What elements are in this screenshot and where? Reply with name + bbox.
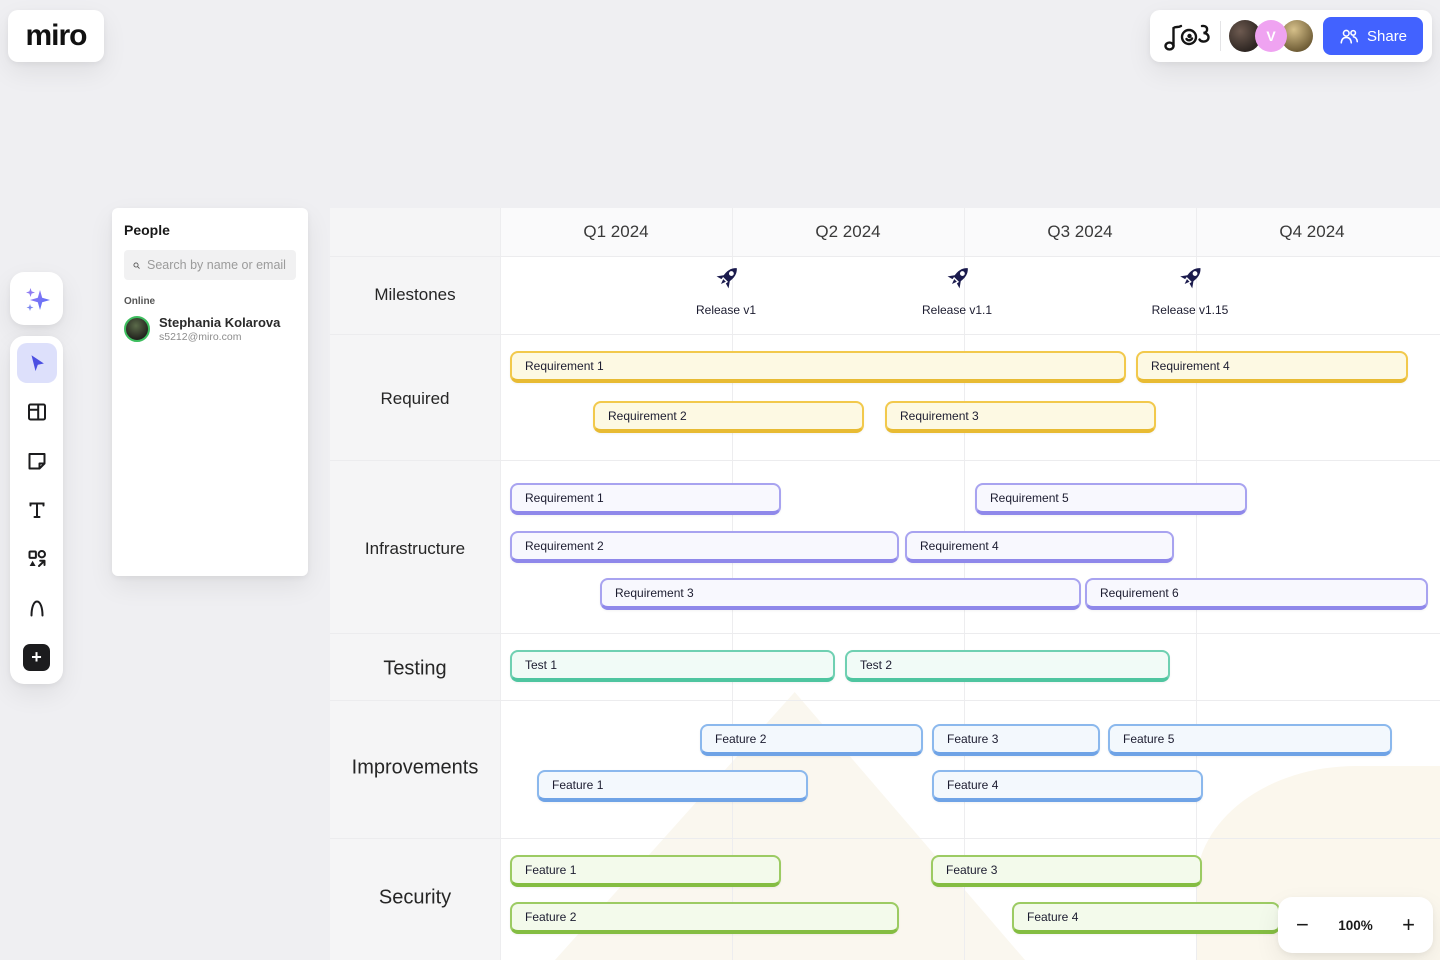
add-more-tool[interactable]: + xyxy=(17,637,57,677)
quarter-header-q1[interactable]: Q1 2024 xyxy=(583,222,649,241)
zoom-in-button[interactable]: + xyxy=(1402,912,1415,937)
zoom-out-button[interactable]: − xyxy=(1296,912,1309,937)
templates-icon xyxy=(27,403,46,421)
row-label[interactable]: Security xyxy=(378,886,452,909)
ai-assistant-button[interactable] xyxy=(10,272,63,325)
row-label[interactable]: Required xyxy=(380,389,450,408)
roadmap-bar[interactable]: Requirement 1 xyxy=(510,483,781,515)
roadmap-bar[interactable]: Requirement 3 xyxy=(885,401,1156,433)
avatar-v[interactable]: V xyxy=(1255,20,1287,52)
table-header-row xyxy=(500,208,1440,256)
music-notes-doodle-icon[interactable] xyxy=(1162,18,1214,54)
plus-icon: + xyxy=(23,643,50,671)
roadmap-bar[interactable]: Requirement 5 xyxy=(975,483,1247,515)
shapes-tool[interactable] xyxy=(17,539,57,579)
share-button[interactable]: Share xyxy=(1323,17,1424,55)
grid-line-horizontal xyxy=(330,700,1440,701)
quarter-header-q4[interactable]: Q4 2024 xyxy=(1279,222,1345,241)
search-icon xyxy=(133,261,140,269)
grid-line-horizontal xyxy=(330,334,1440,335)
text-icon xyxy=(29,502,44,518)
pen-icon xyxy=(30,600,43,617)
roadmap-bar[interactable]: Test 2 xyxy=(845,650,1170,682)
templates-tool[interactable] xyxy=(17,392,57,432)
cursor-icon xyxy=(31,355,44,372)
roadmap-bar[interactable]: Feature 2 xyxy=(510,902,899,934)
pen-tool[interactable] xyxy=(17,588,57,628)
grid-line-horizontal xyxy=(330,460,1440,461)
roadmap-bar[interactable]: Feature 3 xyxy=(931,855,1202,887)
grid-line-vertical xyxy=(500,208,501,960)
roadmap-bar[interactable]: Feature 4 xyxy=(1012,902,1280,934)
row-label[interactable]: Testing xyxy=(383,657,447,680)
milestone-label: Release v1.15 xyxy=(1151,303,1229,317)
roadmap-bar[interactable]: Feature 2 xyxy=(700,724,923,756)
share-people-icon xyxy=(1340,29,1359,44)
user-avatar xyxy=(124,316,150,342)
milestone[interactable]: Release v1.1 xyxy=(922,262,992,317)
grid-line-horizontal xyxy=(330,633,1440,634)
online-label: Online xyxy=(124,296,156,307)
milestone[interactable]: Release v1.15 xyxy=(1151,262,1229,317)
roadmap-bar[interactable]: Requirement 4 xyxy=(1136,351,1408,383)
user-name: Stephania Kolarova xyxy=(159,315,281,330)
main-toolbar: + xyxy=(10,336,63,684)
roadmap-bar[interactable]: Requirement 6 xyxy=(1085,578,1428,610)
user-list-item[interactable]: Stephania Kolarova s5212@miro.com xyxy=(124,315,296,343)
divider xyxy=(1220,21,1221,51)
quarter-header-q2[interactable]: Q2 2024 xyxy=(815,222,881,241)
roadmap-bar[interactable]: Test 1 xyxy=(510,650,835,682)
user-email: s5212@miro.com xyxy=(159,331,242,343)
sparkles-icon xyxy=(25,287,50,311)
table-label-column xyxy=(330,208,500,960)
grid-line-horizontal xyxy=(330,256,1440,257)
people-panel-title: People xyxy=(124,222,170,238)
people-panel: People Online Stephania Kolarova s5212@m… xyxy=(112,208,308,576)
share-button-label: Share xyxy=(1367,27,1408,45)
milestone-label: Release v1 xyxy=(695,303,757,317)
sticky-note-tool[interactable] xyxy=(17,441,57,481)
milestone[interactable]: Release v1 xyxy=(696,262,756,317)
miro-logo-text: miro xyxy=(25,19,87,52)
select-tool[interactable] xyxy=(16,343,57,383)
roadmap-bar[interactable]: Feature 1 xyxy=(510,855,781,887)
people-search-input[interactable] xyxy=(147,258,287,272)
row-label[interactable]: Milestones xyxy=(374,285,456,304)
sticky-note-icon xyxy=(28,453,45,470)
roadmap-bar[interactable]: Feature 4 xyxy=(932,770,1203,802)
roadmap-bar[interactable]: Requirement 1 xyxy=(510,351,1126,383)
zoom-level: 100% xyxy=(1338,917,1373,933)
shapes-icon xyxy=(28,549,46,567)
zoom-control: − 100% + xyxy=(1278,897,1433,953)
row-label[interactable]: Improvements xyxy=(351,756,479,779)
miro-logo[interactable]: miro xyxy=(8,10,104,62)
roadmap-bar[interactable]: Requirement 3 xyxy=(600,578,1081,610)
roadmap-bar[interactable]: Requirement 2 xyxy=(593,401,864,433)
top-right-bar: V Share xyxy=(1150,10,1432,62)
text-tool[interactable] xyxy=(17,490,57,530)
collaborator-avatars: V xyxy=(1229,20,1313,52)
milestone-label: Release v1.1 xyxy=(921,303,993,317)
roadmap-bar[interactable]: Feature 1 xyxy=(537,770,808,802)
quarter-header-q3[interactable]: Q3 2024 xyxy=(1047,222,1113,241)
roadmap-bar[interactable]: Requirement 2 xyxy=(510,531,899,563)
people-search[interactable] xyxy=(124,250,296,280)
grid-line-horizontal xyxy=(330,838,1440,839)
roadmap-bar[interactable]: Feature 5 xyxy=(1108,724,1392,756)
row-label[interactable]: Infrastructure xyxy=(364,539,466,558)
roadmap-bar[interactable]: Requirement 4 xyxy=(905,531,1174,563)
roadmap-bar[interactable]: Feature 3 xyxy=(932,724,1100,756)
